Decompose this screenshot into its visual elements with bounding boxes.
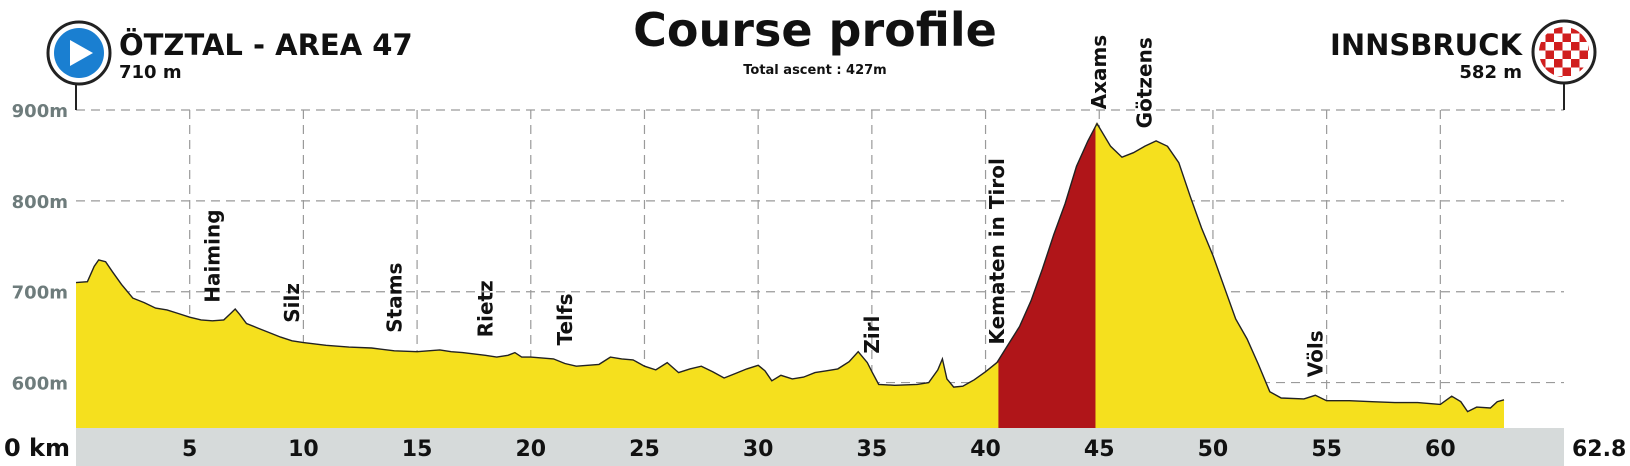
flag-square bbox=[1571, 67, 1580, 76]
flag-square bbox=[1554, 67, 1563, 76]
flag-square bbox=[1562, 50, 1571, 59]
y-tick-label: 700m bbox=[12, 283, 68, 304]
x-tick-label: 35 bbox=[857, 437, 888, 462]
flag-square bbox=[1554, 42, 1563, 51]
flag-square bbox=[1554, 59, 1563, 68]
profile-outline bbox=[75, 122, 1505, 413]
y-tick-label: 900m bbox=[12, 101, 68, 122]
checkered-pattern bbox=[1539, 27, 1589, 77]
flag-square bbox=[1579, 42, 1588, 51]
flag-square bbox=[1539, 42, 1546, 51]
flag-square bbox=[1545, 33, 1554, 42]
flag-square bbox=[1562, 33, 1571, 42]
x-tick-label: 55 bbox=[1311, 437, 1342, 462]
place-label: Silz bbox=[280, 283, 304, 323]
place-label: Völs bbox=[1303, 330, 1327, 377]
x-tick-label: 5 bbox=[182, 437, 197, 462]
finish-altitude: 582 m bbox=[1459, 62, 1522, 83]
x-axis-end-label: 62.8 bbox=[1572, 437, 1626, 462]
flag-square bbox=[1562, 67, 1571, 76]
flag-square bbox=[1554, 33, 1563, 42]
finish-marker: INNSBRUCK 582 m bbox=[1330, 19, 1597, 110]
x-tick-label: 25 bbox=[629, 437, 660, 462]
flag-square bbox=[1579, 50, 1588, 59]
flag-square bbox=[1571, 27, 1580, 34]
chart-title: Course profile bbox=[633, 3, 997, 57]
x-tick-label: 15 bbox=[402, 437, 433, 462]
flag-square bbox=[1539, 50, 1546, 59]
play-triangle-icon bbox=[70, 40, 93, 66]
start-altitude: 710 m bbox=[119, 62, 182, 83]
flag-square bbox=[1545, 59, 1554, 68]
climb-segment bbox=[996, 123, 1097, 428]
x-tick-label: 60 bbox=[1425, 437, 1456, 462]
x-tick-label: 50 bbox=[1198, 437, 1229, 462]
x-axis-ticks: 5 10 15 20 25 30 35 40 45 50 55 60 bbox=[182, 437, 1456, 462]
place-label: Rietz bbox=[473, 280, 497, 337]
y-tick-label: 800m bbox=[12, 192, 68, 213]
elevation-profile bbox=[75, 122, 1505, 428]
place-label: Götzens bbox=[1133, 37, 1157, 128]
place-label: Axams bbox=[1087, 35, 1111, 110]
flag-square bbox=[1562, 42, 1571, 51]
flag-square bbox=[1571, 59, 1580, 68]
chart-subtitle: Total ascent : 427m bbox=[743, 63, 886, 78]
start-name: ÖTZTAL - AREA 47 bbox=[119, 28, 413, 62]
flag-square bbox=[1571, 42, 1580, 51]
flag-square bbox=[1579, 59, 1588, 68]
x-axis-band bbox=[76, 428, 1564, 466]
x-axis-start-label: 0 km bbox=[4, 434, 70, 462]
flag-square bbox=[1588, 76, 1589, 77]
flag-square bbox=[1588, 50, 1589, 59]
finish-name: INNSBRUCK bbox=[1330, 28, 1523, 62]
x-tick-label: 40 bbox=[970, 437, 1001, 462]
flag-square bbox=[1539, 59, 1546, 68]
x-tick-label: 45 bbox=[1084, 437, 1115, 462]
flag-square bbox=[1554, 50, 1563, 59]
flag-square bbox=[1554, 27, 1563, 34]
flag-square bbox=[1545, 67, 1554, 76]
flag-square bbox=[1562, 59, 1571, 68]
place-label: Stams bbox=[382, 263, 406, 333]
flag-square bbox=[1571, 33, 1580, 42]
x-tick-label: 30 bbox=[743, 437, 774, 462]
start-marker: ÖTZTAL - AREA 47 710 m bbox=[46, 20, 413, 110]
place-label: Kematen in Tirol bbox=[985, 158, 1009, 344]
y-axis-ticks: 600m 700m 800m 900m bbox=[12, 101, 68, 395]
place-markers: Haiming Silz Stams Rietz Telfs Zirl Kematen in… bbox=[200, 35, 1327, 378]
x-tick-label: 20 bbox=[515, 437, 546, 462]
flag-square bbox=[1562, 27, 1571, 34]
place-label: Haiming bbox=[200, 209, 224, 302]
flag-square bbox=[1562, 76, 1571, 77]
profile-area bbox=[76, 123, 1504, 428]
flag-square bbox=[1579, 33, 1588, 42]
flag-square bbox=[1545, 50, 1554, 59]
y-tick-label: 600m bbox=[12, 374, 68, 395]
place-label: Telfs bbox=[553, 293, 577, 345]
flag-square bbox=[1571, 50, 1580, 59]
x-tick-label: 10 bbox=[288, 437, 319, 462]
place-label: Zirl bbox=[860, 316, 884, 354]
flag-square bbox=[1545, 42, 1554, 51]
